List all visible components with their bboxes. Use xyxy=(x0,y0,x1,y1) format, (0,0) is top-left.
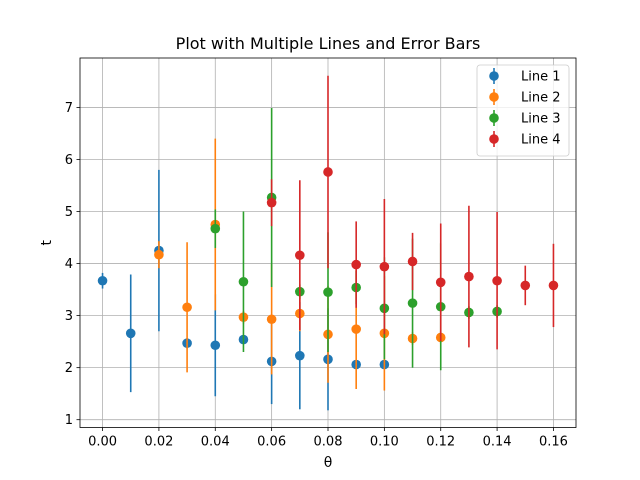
x-tick-label: 0.08 xyxy=(314,435,343,450)
x-tick-label: 0.14 xyxy=(483,435,512,450)
legend-entry-3: Line 3 xyxy=(489,110,561,127)
legend-entry-2: Line 2 xyxy=(489,89,561,106)
legend-marker xyxy=(489,92,499,102)
x-tick-label: 0.00 xyxy=(88,435,117,450)
legend-label: Line 1 xyxy=(521,70,561,85)
x-tick-label: 0.06 xyxy=(257,435,286,450)
data-point xyxy=(435,277,446,288)
data-point xyxy=(323,287,333,297)
data-point xyxy=(182,302,192,313)
legend-marker xyxy=(489,134,499,144)
data-point xyxy=(125,328,136,339)
legend-entry-1: Line 1 xyxy=(489,68,561,85)
x-tick-label: 0.02 xyxy=(144,435,173,450)
data-point xyxy=(379,261,390,272)
legend-label: Line 2 xyxy=(521,91,561,106)
legend-label: Line 3 xyxy=(521,112,561,127)
plot-data xyxy=(97,75,559,411)
y-tick-label: 6 xyxy=(65,153,73,168)
x-tick-label: 0.04 xyxy=(201,435,230,450)
y-tick-label: 4 xyxy=(65,257,73,272)
data-point xyxy=(351,324,361,334)
data-point xyxy=(238,276,249,287)
legend-marker xyxy=(489,113,499,123)
chart-title: Plot with Multiple Lines and Error Bars xyxy=(176,34,481,53)
y-axis-label: t xyxy=(39,240,55,246)
y-tick-label: 3 xyxy=(65,309,73,324)
x-tick-label: 0.16 xyxy=(539,435,568,450)
data-point xyxy=(351,259,361,270)
data-point xyxy=(548,280,559,291)
axis-ticks: 0.00 0.02 0.04 0.06 0.08 0.10 0.12 0.14 0.16 1 2 3 4… xyxy=(65,101,568,450)
legend-entry-4: Line 4 xyxy=(489,131,561,148)
data-point xyxy=(295,350,305,361)
legend: Line 1 Line 2 Line 3 Line 4 xyxy=(476,64,570,157)
data-point xyxy=(154,249,164,260)
data-point xyxy=(407,298,418,308)
data-point xyxy=(323,167,333,177)
y-tick-label: 7 xyxy=(65,101,73,116)
data-point xyxy=(210,340,221,351)
legend-label: Line 4 xyxy=(521,133,561,148)
y-tick-label: 2 xyxy=(65,361,73,376)
data-point xyxy=(266,197,277,208)
data-point xyxy=(407,256,418,267)
data-point xyxy=(266,314,277,325)
data-point xyxy=(210,223,221,234)
data-point xyxy=(97,275,108,286)
x-tick-label: 0.10 xyxy=(370,435,399,450)
series-4 xyxy=(266,75,559,350)
legend-box xyxy=(476,64,570,157)
x-tick-label: 0.12 xyxy=(426,435,455,450)
legend-marker xyxy=(489,71,499,81)
x-axis-label: θ xyxy=(324,455,333,471)
data-point xyxy=(295,250,305,261)
data-point xyxy=(520,280,531,291)
data-point xyxy=(464,271,474,282)
data-point xyxy=(492,275,502,286)
y-tick-label: 1 xyxy=(65,413,73,428)
y-tick-label: 5 xyxy=(65,205,73,220)
